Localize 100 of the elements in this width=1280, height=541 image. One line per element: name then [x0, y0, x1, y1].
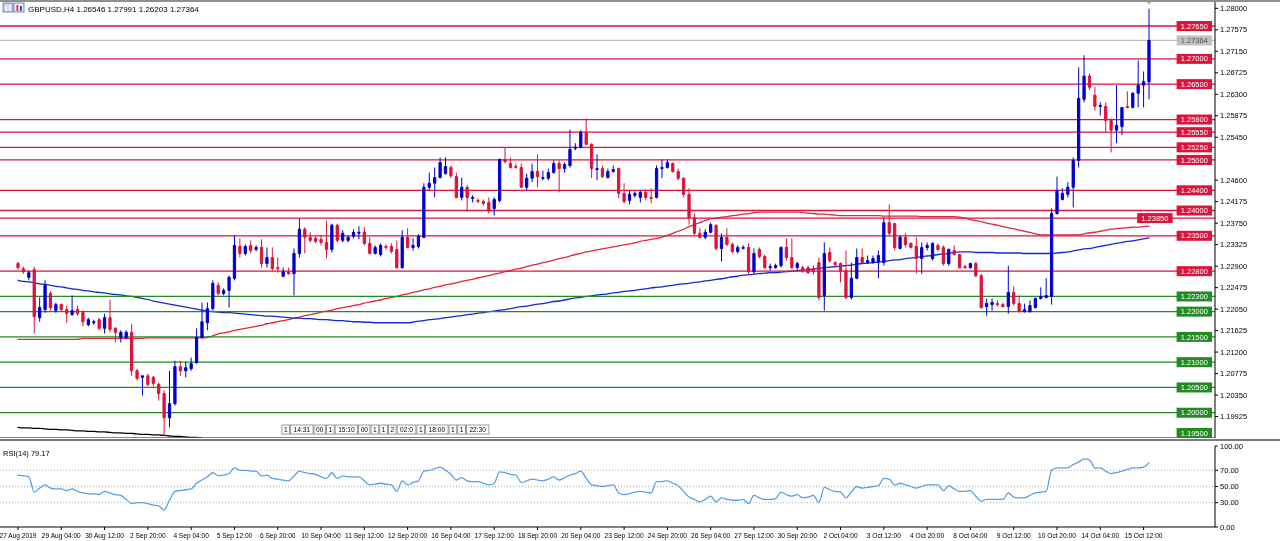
candlestick: [1060, 187, 1065, 201]
candlestick: [1114, 84, 1119, 144]
candlestick: [1147, 8, 1151, 100]
candlestick: [552, 159, 556, 175]
candlestick: [1001, 302, 1005, 309]
candlestick: [633, 190, 637, 198]
candlestick: [254, 244, 258, 252]
candlestick: [243, 243, 247, 257]
candlestick: [346, 234, 350, 243]
candlestick: [281, 267, 285, 278]
candlestick: [384, 243, 388, 250]
candlestick: [330, 223, 334, 253]
candlestick: [135, 368, 139, 381]
candlestick: [1125, 90, 1129, 109]
candlestick: [227, 275, 231, 309]
candlestick: [173, 360, 177, 407]
candlestick: [525, 173, 529, 191]
candlestick: [178, 360, 182, 377]
candlestick: [1098, 101, 1102, 116]
candlestick: [443, 156, 448, 176]
candlestick: [871, 255, 875, 265]
candlestick: [833, 261, 837, 269]
candlestick: [389, 242, 394, 254]
candlestick: [1120, 106, 1124, 136]
candlestick: [638, 189, 642, 203]
candlestick: [909, 241, 913, 249]
candlestick: [476, 197, 480, 204]
candlestick: [779, 245, 783, 269]
candlestick: [259, 238, 264, 269]
candlestick: [882, 217, 886, 267]
candlestick: [595, 153, 599, 181]
line-series: [17, 458, 1150, 511]
candlestick: [860, 247, 864, 265]
candlestick: [763, 254, 767, 270]
candlestick: [1012, 285, 1016, 307]
candlestick: [92, 319, 96, 326]
candlestick: [205, 302, 210, 331]
candlestick: [113, 326, 118, 343]
candlestick: [157, 381, 161, 402]
candlestick: [947, 247, 951, 267]
candlestick: [995, 300, 1000, 308]
candlestick: [292, 247, 296, 296]
candlestick: [784, 237, 789, 262]
candlestick: [54, 302, 58, 314]
candlestick: [1141, 71, 1146, 108]
candlestick: [1022, 303, 1027, 314]
candlestick: [562, 162, 567, 174]
candlestick: [357, 225, 361, 240]
candlestick: [460, 177, 464, 201]
line-series: [17, 237, 1150, 324]
candlestick: [952, 244, 956, 257]
candlestick: [757, 246, 762, 260]
candlestick: [75, 305, 80, 317]
candlestick: [438, 156, 442, 179]
candlestick: [541, 170, 545, 181]
candlestick: [660, 158, 664, 179]
candlestick: [351, 228, 356, 239]
candlestick: [167, 370, 172, 428]
chart-title: GBPUSD,H4 1.26546 1.27991 1.26203 1.27364: [28, 4, 200, 14]
candlestick: [373, 244, 377, 255]
candlestick: [963, 264, 967, 270]
candlestick: [102, 313, 107, 334]
candlestick: [449, 165, 453, 179]
candlestick: [1028, 300, 1032, 314]
candlestick: [573, 142, 578, 151]
candlestick: [1082, 54, 1086, 103]
candlestick: [470, 194, 475, 203]
candlestick: [216, 281, 220, 296]
candlestick: [70, 294, 74, 317]
candlestick: [665, 158, 670, 170]
candlestick: [108, 298, 112, 333]
candlestick: [990, 297, 994, 312]
candlestick: [865, 255, 870, 265]
candlestick: [898, 234, 902, 250]
candlestick: [546, 168, 550, 181]
candlestick: [97, 317, 101, 331]
candlestick: [411, 237, 415, 251]
candlestick: [1017, 294, 1021, 314]
candlestick: [768, 263, 772, 272]
candlestick: [265, 246, 269, 269]
candlestick: [828, 246, 832, 264]
candlestick: [703, 228, 707, 240]
candlestick: [752, 247, 756, 275]
candlestick: [936, 242, 940, 252]
candlestick: [855, 247, 859, 280]
candlestick: [530, 163, 534, 183]
candlestick: [65, 305, 69, 324]
candlestick: [27, 270, 31, 281]
candlestick: [719, 232, 724, 263]
candlestick: [162, 389, 166, 436]
candlestick: [400, 229, 404, 270]
candlestick: [481, 198, 486, 206]
candlestick: [249, 239, 253, 254]
candlestick: [1006, 265, 1010, 315]
candlestick: [238, 237, 242, 259]
candlestick: [211, 279, 215, 312]
candlestick: [568, 129, 572, 169]
candlestick: [492, 196, 496, 217]
candlestick: [140, 375, 145, 397]
candlestick: [433, 167, 437, 198]
